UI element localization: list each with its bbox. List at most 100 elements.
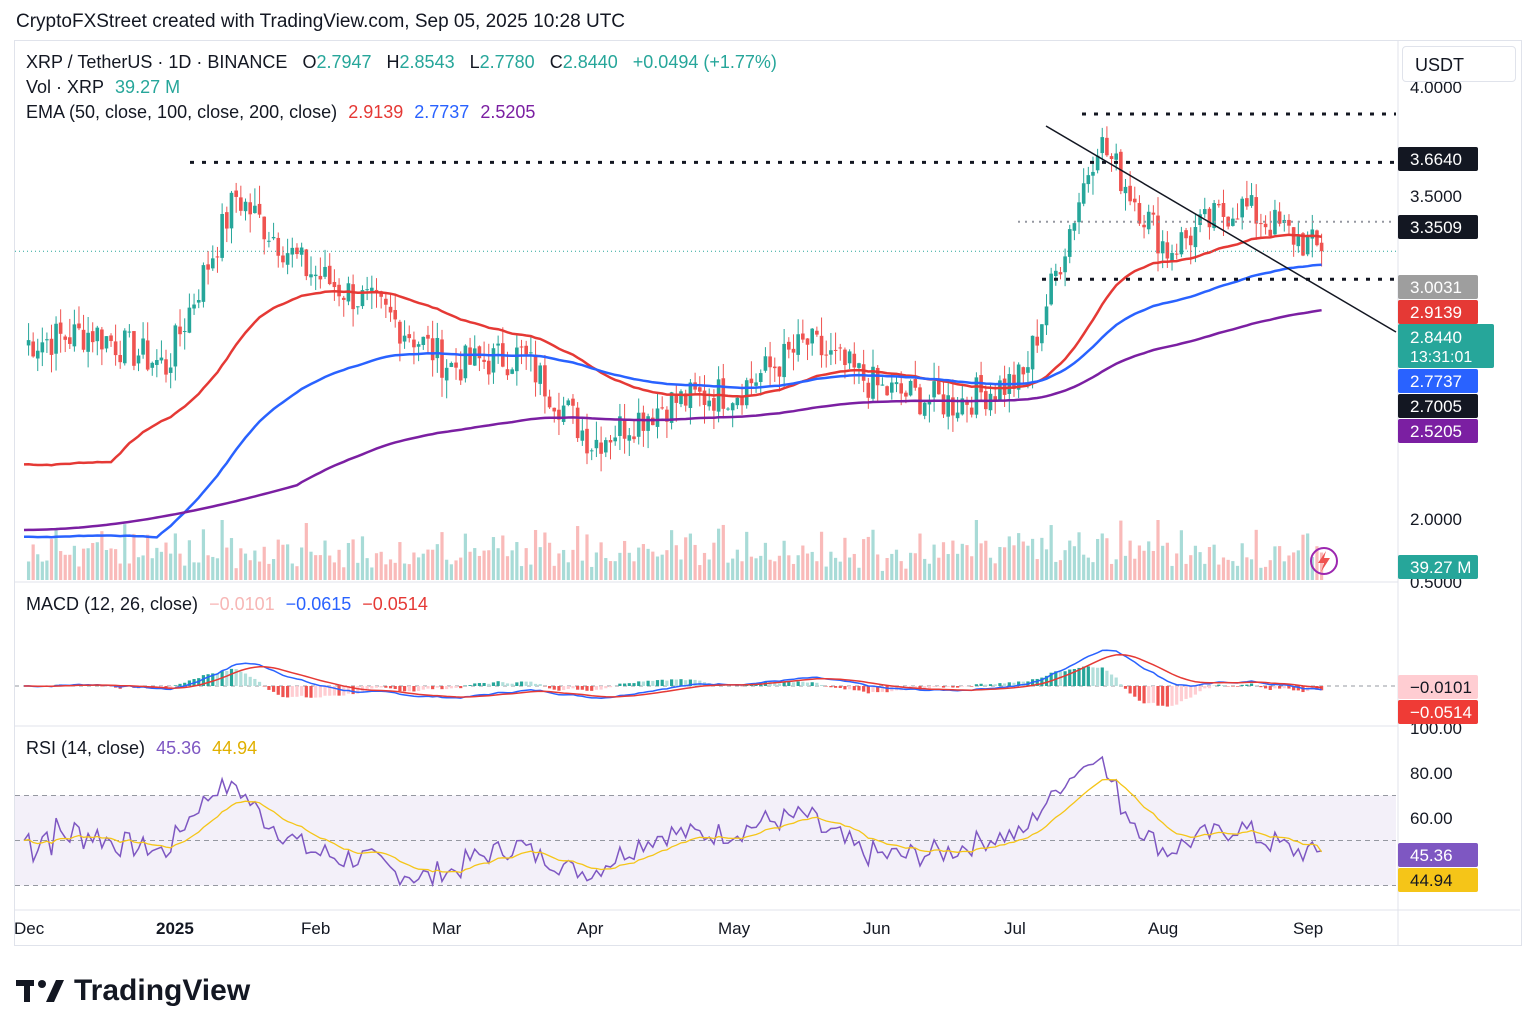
tradingview-logo[interactable]: TradingView xyxy=(16,974,250,1008)
candle-body xyxy=(712,398,716,411)
candle-body xyxy=(885,386,889,396)
legend-vol-label[interactable]: Vol · XRP xyxy=(26,77,105,97)
volume-bar xyxy=(1245,557,1249,580)
macd-histogram-bar xyxy=(1268,686,1272,690)
price-tag-bg xyxy=(1398,324,1494,368)
volume-bar xyxy=(937,557,941,580)
candle-body xyxy=(744,380,749,406)
macd-histogram-bar xyxy=(1035,678,1039,686)
axis-layer: Dec 2025 Feb Mar Apr May Jun Jul Aug Sep 4.0000 3.5… xyxy=(14,78,1494,938)
macd-histogram-bar xyxy=(557,686,561,691)
volume-bar xyxy=(1193,545,1198,580)
candle-body xyxy=(1021,367,1026,375)
macd-histogram-bar xyxy=(655,680,660,686)
ema50-line xyxy=(23,233,1322,467)
volume-bar xyxy=(477,555,482,580)
candle-body xyxy=(77,323,81,329)
candle-body xyxy=(173,325,178,367)
macd-histogram-bar xyxy=(585,686,589,691)
volume-bar xyxy=(1054,561,1058,580)
candle-body xyxy=(225,212,229,229)
candle-body xyxy=(472,348,477,366)
volume-bar xyxy=(501,535,505,580)
macd-histogram-bar xyxy=(267,686,271,690)
candle-body xyxy=(665,409,669,422)
legend-rsi-label[interactable]: RSI (14, close) xyxy=(26,738,146,758)
volume-bar xyxy=(1296,550,1300,580)
volume-bar xyxy=(951,540,955,580)
macd-histogram-bar xyxy=(1221,685,1226,686)
candle-body xyxy=(575,407,580,439)
candle-body xyxy=(1188,235,1193,246)
macd-histogram-bar xyxy=(426,686,430,689)
macd-histogram-bar xyxy=(407,686,411,692)
volume-bar xyxy=(417,557,421,580)
macd-histogram-bar xyxy=(445,686,449,690)
candle-body xyxy=(965,400,969,405)
legend-symbol-row: XRP / TetherUS · 1D · BINANCE O2.7947 H2… xyxy=(26,52,789,73)
candle-body xyxy=(894,382,899,385)
legend-symbol[interactable]: XRP / TetherUS · 1D · BINANCE xyxy=(26,52,288,72)
candle-body xyxy=(477,346,482,359)
legend-ema-label[interactable]: EMA (50, close, 100, close, 200, close) xyxy=(26,102,338,122)
candle-body xyxy=(253,205,257,214)
candle-body xyxy=(220,213,224,258)
candle-body xyxy=(599,442,603,454)
volume-bar xyxy=(1170,565,1174,580)
legend-change: +0.0494 (+1.77%) xyxy=(632,52,777,72)
currency-button[interactable]: USDT xyxy=(1402,46,1516,82)
volume-bar xyxy=(679,559,683,580)
macd-histogram-bar xyxy=(1119,684,1123,686)
volume-bar xyxy=(880,570,884,580)
candle-body xyxy=(1231,218,1235,226)
candle-body xyxy=(561,405,566,422)
legend-macd-label[interactable]: MACD (12, 26, close) xyxy=(26,594,199,614)
volume-bar xyxy=(768,559,772,580)
volume-bar xyxy=(118,563,122,580)
candle-body xyxy=(913,378,918,388)
macd-histogram-bar xyxy=(328,686,332,696)
macd-histogram-bar xyxy=(838,686,842,689)
volume-bar xyxy=(519,566,524,580)
macd-histogram-bar xyxy=(417,686,421,691)
candle-body xyxy=(1217,203,1221,206)
volume-bar xyxy=(1156,520,1160,580)
candle-body xyxy=(104,336,109,349)
candle-body xyxy=(740,396,744,406)
grid-layer xyxy=(15,40,1520,946)
candle-body xyxy=(871,366,875,399)
macd-histogram-bar xyxy=(768,681,772,686)
candle-body xyxy=(398,321,402,344)
volume-bar xyxy=(262,546,266,580)
volume-bar xyxy=(608,561,613,580)
volume-bar xyxy=(866,536,870,580)
candle-body xyxy=(1156,215,1160,254)
candle-body xyxy=(215,256,220,258)
candle-body xyxy=(787,341,791,350)
volume-bar xyxy=(1049,525,1053,580)
volume-bar xyxy=(1086,557,1090,580)
macd-histogram-bar xyxy=(1179,686,1183,702)
legend-rsi-ma: 44.94 xyxy=(212,738,258,758)
macd-histogram-bar xyxy=(862,686,866,692)
volume-layer xyxy=(26,520,1324,580)
candle-body xyxy=(974,377,979,415)
candle-body xyxy=(937,378,941,395)
macd-histogram-bar xyxy=(538,684,542,686)
volume-bar xyxy=(132,533,136,580)
macd-histogram-bar xyxy=(1007,682,1011,686)
candle-body xyxy=(449,362,454,367)
candle-body xyxy=(519,346,524,348)
candle-body xyxy=(585,428,589,454)
macd-histogram-bar xyxy=(351,686,355,695)
volume-bar xyxy=(894,549,899,580)
volume-bar xyxy=(332,562,336,580)
macd-histogram-bar xyxy=(1147,686,1151,704)
volume-bar xyxy=(234,568,238,580)
candle-body xyxy=(810,328,814,344)
candle-body xyxy=(1179,232,1184,255)
macd-histogram-bar xyxy=(337,686,341,696)
price-tick-3.5000: 3.5000 xyxy=(1410,187,1462,206)
volume-bar xyxy=(1063,550,1067,580)
